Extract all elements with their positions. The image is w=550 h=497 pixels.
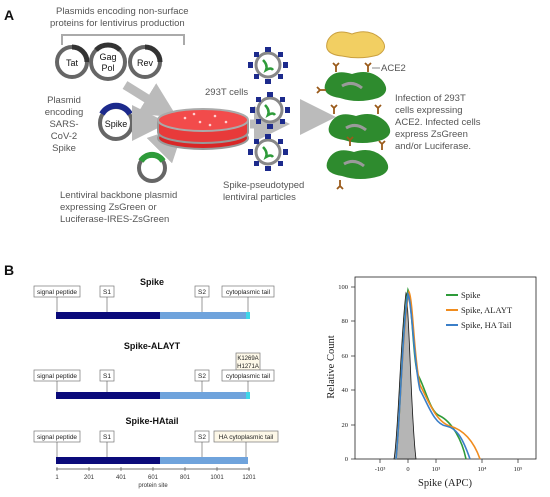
svg-text:S1: S1 — [103, 373, 111, 380]
spike-plasmid-text: Plasmid encoding SARS- CoV-2 Spike — [45, 95, 84, 154]
svg-text:signal peptide: signal peptide — [37, 373, 77, 380]
svg-text:201: 201 — [84, 475, 95, 481]
spike-plasmid: Spike — [98, 102, 134, 141]
svg-text:Spike: Spike — [105, 119, 128, 129]
ace2-receptor-icon — [316, 62, 386, 190]
svg-text:Pol: Pol — [101, 63, 114, 73]
x-axis-label: Spike (APC) — [418, 478, 472, 489]
plasmid-bracket — [61, 34, 185, 45]
svg-text:Plasmid: Plasmid — [47, 95, 81, 106]
x-tick-10000: 10⁴ — [478, 466, 488, 473]
svg-text:lentiviral particles: lentiviral particles — [223, 192, 296, 203]
svg-text:Spike: Spike — [52, 143, 76, 154]
ace2-label: ACE2 — [381, 63, 406, 74]
svg-text:K1269A: K1269A — [237, 356, 258, 362]
svg-text:cytoplasmic tail: cytoplasmic tail — [226, 289, 271, 296]
construct-spike-hatail: Spike-HAtail signal peptide S1 S2 HA cyt… — [33, 416, 279, 464]
svg-text:Spike-pseudotyped: Spike-pseudotyped — [223, 180, 304, 191]
svg-text:401: 401 — [116, 475, 127, 481]
svg-text:Luciferase-IRES-ZsGreen: Luciferase-IRES-ZsGreen — [60, 214, 169, 225]
infection-label: Infection of 293T cells expressing ACE2.… — [395, 93, 481, 152]
particles-label: Spike-pseudotyped lentiviral particles — [223, 180, 304, 203]
y-tick-60: 60 — [342, 353, 349, 360]
svg-text:expressing ZsGreen or: expressing ZsGreen or — [60, 202, 157, 213]
svg-text:protein site: protein site — [138, 483, 168, 489]
spike-protein-icon — [248, 47, 290, 171]
protein-axis: 1 201 401 601 801 1001 1201 protein site — [55, 467, 256, 489]
svg-text:and/or Luciferase.: and/or Luciferase. — [395, 141, 471, 152]
x-tick-0: 0 — [406, 466, 409, 473]
svg-text:601: 601 — [148, 475, 159, 481]
chart-legend: Spike Spike, ALAYT Spike, HA Tail — [446, 290, 513, 330]
svg-text:1201: 1201 — [242, 475, 256, 481]
plasmid-header-line1: Plasmids encoding non-surface — [56, 6, 189, 17]
construct-spike-alayt: Spike-ALAYT K1269A H1271A signal peptide… — [33, 341, 275, 399]
legend-spike: Spike — [461, 290, 481, 300]
x-tick-neg1000: -10³ — [375, 466, 386, 473]
x-tick-1000: 10³ — [432, 466, 441, 473]
backbone-plasmid — [137, 152, 167, 183]
y-tick-40: 40 — [342, 387, 349, 394]
svg-text:Gag: Gag — [99, 52, 116, 62]
svg-text:1: 1 — [55, 475, 59, 481]
svg-text:encoding: encoding — [45, 107, 84, 118]
svg-text:S2: S2 — [198, 373, 206, 380]
svg-text:CoV-2: CoV-2 — [51, 131, 77, 142]
backbone-label: Lentiviral backbone plasmid expressing Z… — [60, 190, 177, 225]
infected-cell-icon — [324, 72, 391, 179]
y-axis-label: Relative Count — [326, 335, 337, 398]
y-tick-0: 0 — [345, 456, 348, 463]
svg-text:Lentiviral backbone plasmid: Lentiviral backbone plasmid — [60, 190, 177, 201]
x-tick-100000: 10⁵ — [514, 466, 523, 473]
svg-text:S1: S1 — [103, 434, 111, 441]
svg-text:1001: 1001 — [210, 475, 224, 481]
rev-plasmid: Rev — [128, 44, 163, 79]
svg-text:signal peptide: signal peptide — [37, 289, 77, 296]
plasmid-header-line2: proteins for lentivirus production — [50, 18, 185, 29]
y-tick-100: 100 — [338, 284, 348, 291]
legend-spike-hatail: Spike, HA Tail — [461, 320, 512, 330]
svg-text:Spike-HAtail: Spike-HAtail — [125, 416, 178, 426]
svg-text:801: 801 — [180, 475, 191, 481]
plot-frame — [354, 276, 537, 460]
arrow-plasmids-to-cells — [122, 81, 178, 118]
construct-spike: Spike signal peptide S1 S2 cytoplasmic t… — [33, 277, 275, 319]
petri-dish-icon — [157, 108, 249, 150]
svg-text:Infection of 293T: Infection of 293T — [395, 93, 466, 104]
svg-text:Tat: Tat — [66, 58, 79, 68]
y-tick-80: 80 — [342, 318, 349, 325]
gagpol-plasmid: Gag Pol — [89, 42, 127, 81]
x-axis-ticks — [379, 459, 519, 463]
panel-a-label: A — [4, 7, 14, 23]
svg-text:H1271A: H1271A — [237, 364, 259, 370]
viral-particle-icon — [254, 51, 284, 166]
svg-text:cytoplasmic tail: cytoplasmic tail — [226, 373, 271, 380]
panel-b-label: B — [4, 262, 14, 278]
svg-text:cells expressing: cells expressing — [395, 105, 463, 116]
svg-text:signal peptide: signal peptide — [37, 434, 77, 441]
histogram-chart: 0 20 40 60 80 100 Relative Count -10³ 0 … — [326, 276, 537, 489]
svg-text:HA cytoplasmic tail: HA cytoplasmic tail — [219, 434, 274, 441]
svg-text:Spike-ALAYT: Spike-ALAYT — [124, 341, 181, 351]
svg-text:S1: S1 — [103, 289, 111, 296]
svg-text:Spike: Spike — [140, 277, 164, 287]
svg-text:Rev: Rev — [137, 58, 154, 68]
uninfected-cell-icon — [326, 31, 385, 59]
y-axis-ticks — [351, 286, 355, 460]
tat-plasmid: Tat — [55, 44, 90, 79]
svg-text:SARS-: SARS- — [49, 119, 78, 130]
svg-text:ACE2. Infected cells: ACE2. Infected cells — [395, 117, 481, 128]
legend-spike-alayt: Spike, ALAYT — [461, 305, 513, 315]
svg-text:S2: S2 — [198, 434, 206, 441]
svg-text:express ZsGreen: express ZsGreen — [395, 129, 468, 140]
svg-text:S2: S2 — [198, 289, 206, 296]
cells-label: 293T cells — [205, 87, 248, 98]
series-spike-hatail — [395, 291, 471, 460]
y-tick-20: 20 — [342, 422, 349, 429]
